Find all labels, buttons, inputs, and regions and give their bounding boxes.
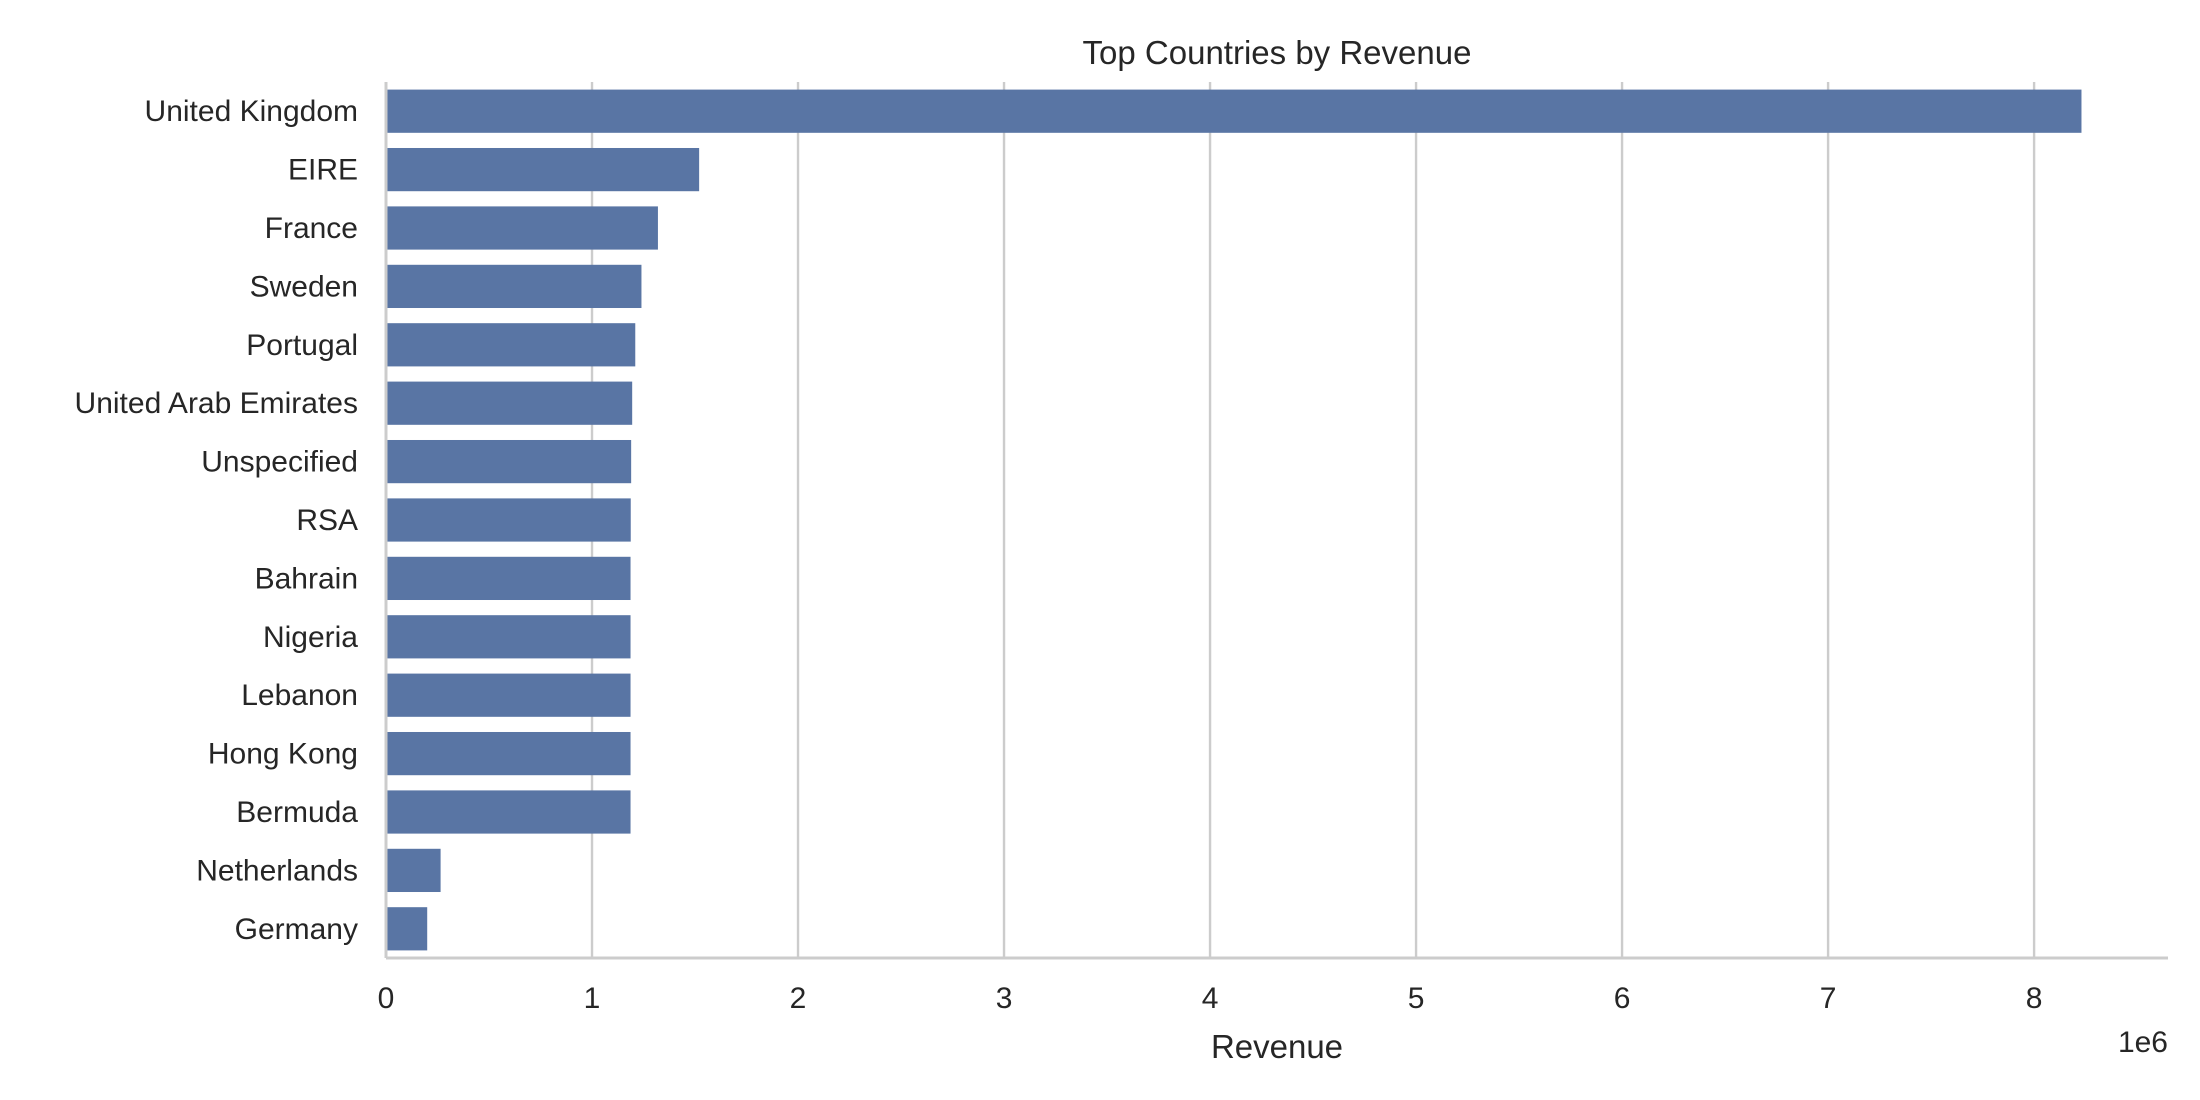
y-category-label: Nigeria	[263, 621, 358, 654]
y-category-label: Lebanon	[241, 679, 358, 712]
x-axis-title: Revenue	[1211, 1028, 1343, 1065]
bar	[386, 498, 631, 542]
y-category-label: EIRE	[288, 154, 358, 187]
bar	[386, 673, 631, 717]
bar	[386, 439, 632, 484]
y-category-label: Sweden	[250, 270, 358, 303]
x-tick-label: 8	[2026, 982, 2043, 1015]
x-tick-label: 3	[996, 982, 1013, 1015]
grid-layer	[590, 82, 2036, 958]
bar	[386, 381, 633, 425]
bar	[386, 89, 2082, 133]
y-category-label: Bahrain	[255, 562, 358, 595]
x-tick-label: 7	[1820, 982, 1837, 1015]
bar	[386, 206, 658, 250]
bar	[386, 556, 631, 601]
x-tick-label: 4	[1202, 982, 1219, 1015]
bar	[386, 323, 636, 367]
bar	[386, 848, 441, 893]
x-tick-label: 6	[1614, 982, 1631, 1015]
y-category-label: Portugal	[246, 329, 358, 362]
bar	[386, 264, 642, 309]
x-tick-label: 5	[1408, 982, 1425, 1015]
bar	[386, 907, 428, 951]
x-tick-labels: 0 1 2 3 4 5 6 7 8	[378, 982, 2043, 1015]
x-tick-label: 0	[378, 982, 395, 1015]
bar	[386, 615, 631, 659]
bar	[386, 147, 700, 192]
bar	[386, 790, 631, 834]
y-category-label: Netherlands	[196, 854, 358, 887]
y-category-label: Germany	[235, 913, 358, 946]
y-category-label: Unspecified	[201, 446, 358, 479]
x-tick-label: 1	[584, 982, 601, 1015]
y-category-labels: United Kingdom EIRE France Sweden Portugal Un…	[75, 95, 359, 946]
x-tick-label: 2	[790, 982, 807, 1015]
bar-layer	[386, 89, 2082, 951]
y-category-label: United Arab Emirates	[75, 387, 358, 420]
y-category-label: Bermuda	[236, 796, 358, 829]
y-category-label: RSA	[296, 504, 358, 537]
axis-layer	[384, 82, 2168, 960]
bar	[386, 731, 631, 776]
chart-title: Top Countries by Revenue	[1083, 34, 1472, 71]
x-axis-scale-label: 1e6	[2118, 1026, 2168, 1059]
y-category-label: United Kingdom	[145, 95, 358, 128]
y-category-label: France	[265, 212, 358, 245]
y-category-label: Hong Kong	[208, 738, 358, 771]
